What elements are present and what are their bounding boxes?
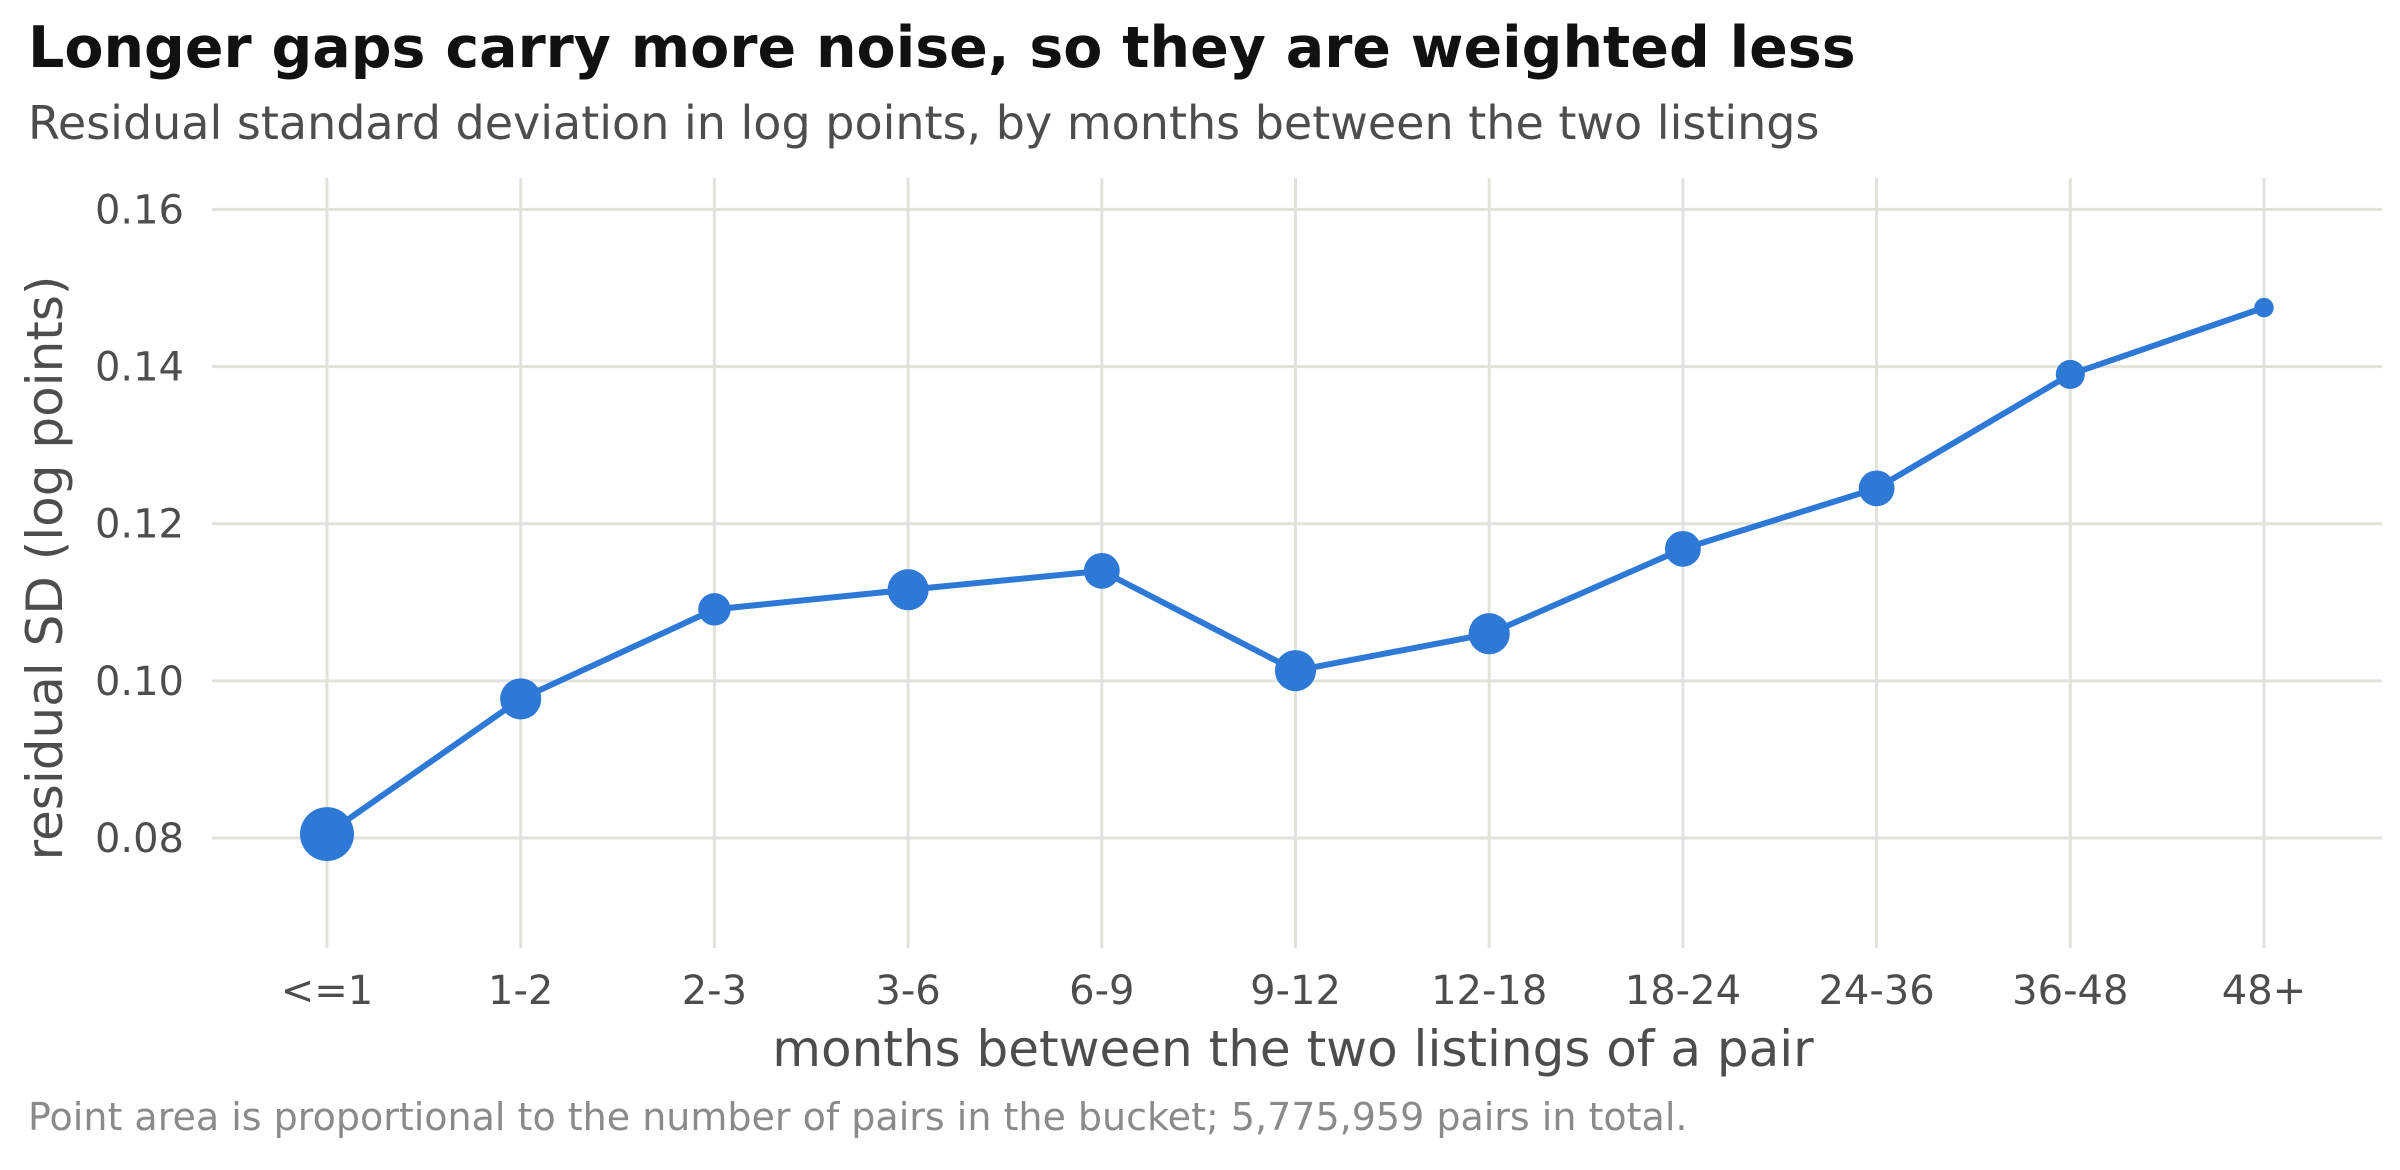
data-point-1218 [1468,613,1510,655]
y-axis-ticks: 0.08 0.10 0.12 0.14 0.16 [95,187,184,862]
y-tick-label: 0.10 [95,659,184,705]
x-tick-label: 2-3 [682,968,747,1014]
data-point-12 [500,678,542,720]
data-point-1824 [1664,530,1701,567]
x-axis-ticks: <=1 1-2 2-3 3-6 6-9 9-12 12-18 18-24 24-36 36-48 4… [281,968,2306,1014]
x-tick-label: 6-9 [1069,968,1134,1014]
x-tick-label: <=1 [281,968,373,1014]
x-tick-label: 48+ [2222,968,2306,1014]
y-tick-label: 0.08 [95,816,184,862]
x-tick-label: 3-6 [875,968,940,1014]
data-point-23 [698,593,731,626]
x-tick-label: 9-12 [1250,968,1341,1014]
data-point-3648 [2055,359,2085,389]
data-point-2436 [1858,470,1895,507]
data-point-1 [300,807,354,862]
x-tick-label: 24-36 [1818,968,1934,1014]
x-tick-label: 18-24 [1625,968,1741,1014]
x-tick-label: 12-18 [1431,968,1547,1014]
chart-subtitle: Residual standard deviation in log point… [28,96,1820,150]
y-axis-label: residual SD (log points) [16,276,74,861]
x-tick-label: 1-2 [488,968,553,1014]
data-point-912 [1274,650,1317,692]
data-point-48plus [2254,297,2274,318]
chart-caption: Point area is proportional to the number… [28,1095,1688,1139]
x-tick-label: 36-48 [2012,968,2128,1014]
chart-title: Longer gaps carry more noise, so they ar… [28,15,1856,81]
y-tick-label: 0.14 [95,345,184,391]
y-tick-label: 0.12 [95,502,184,548]
data-point-36 [887,569,929,611]
y-tick-label: 0.16 [95,187,184,233]
data-point-69 [1083,552,1120,589]
grid-lines [212,178,2382,948]
x-axis-label: months between the two listings of a pai… [772,1020,1814,1078]
data-points [300,297,2274,862]
